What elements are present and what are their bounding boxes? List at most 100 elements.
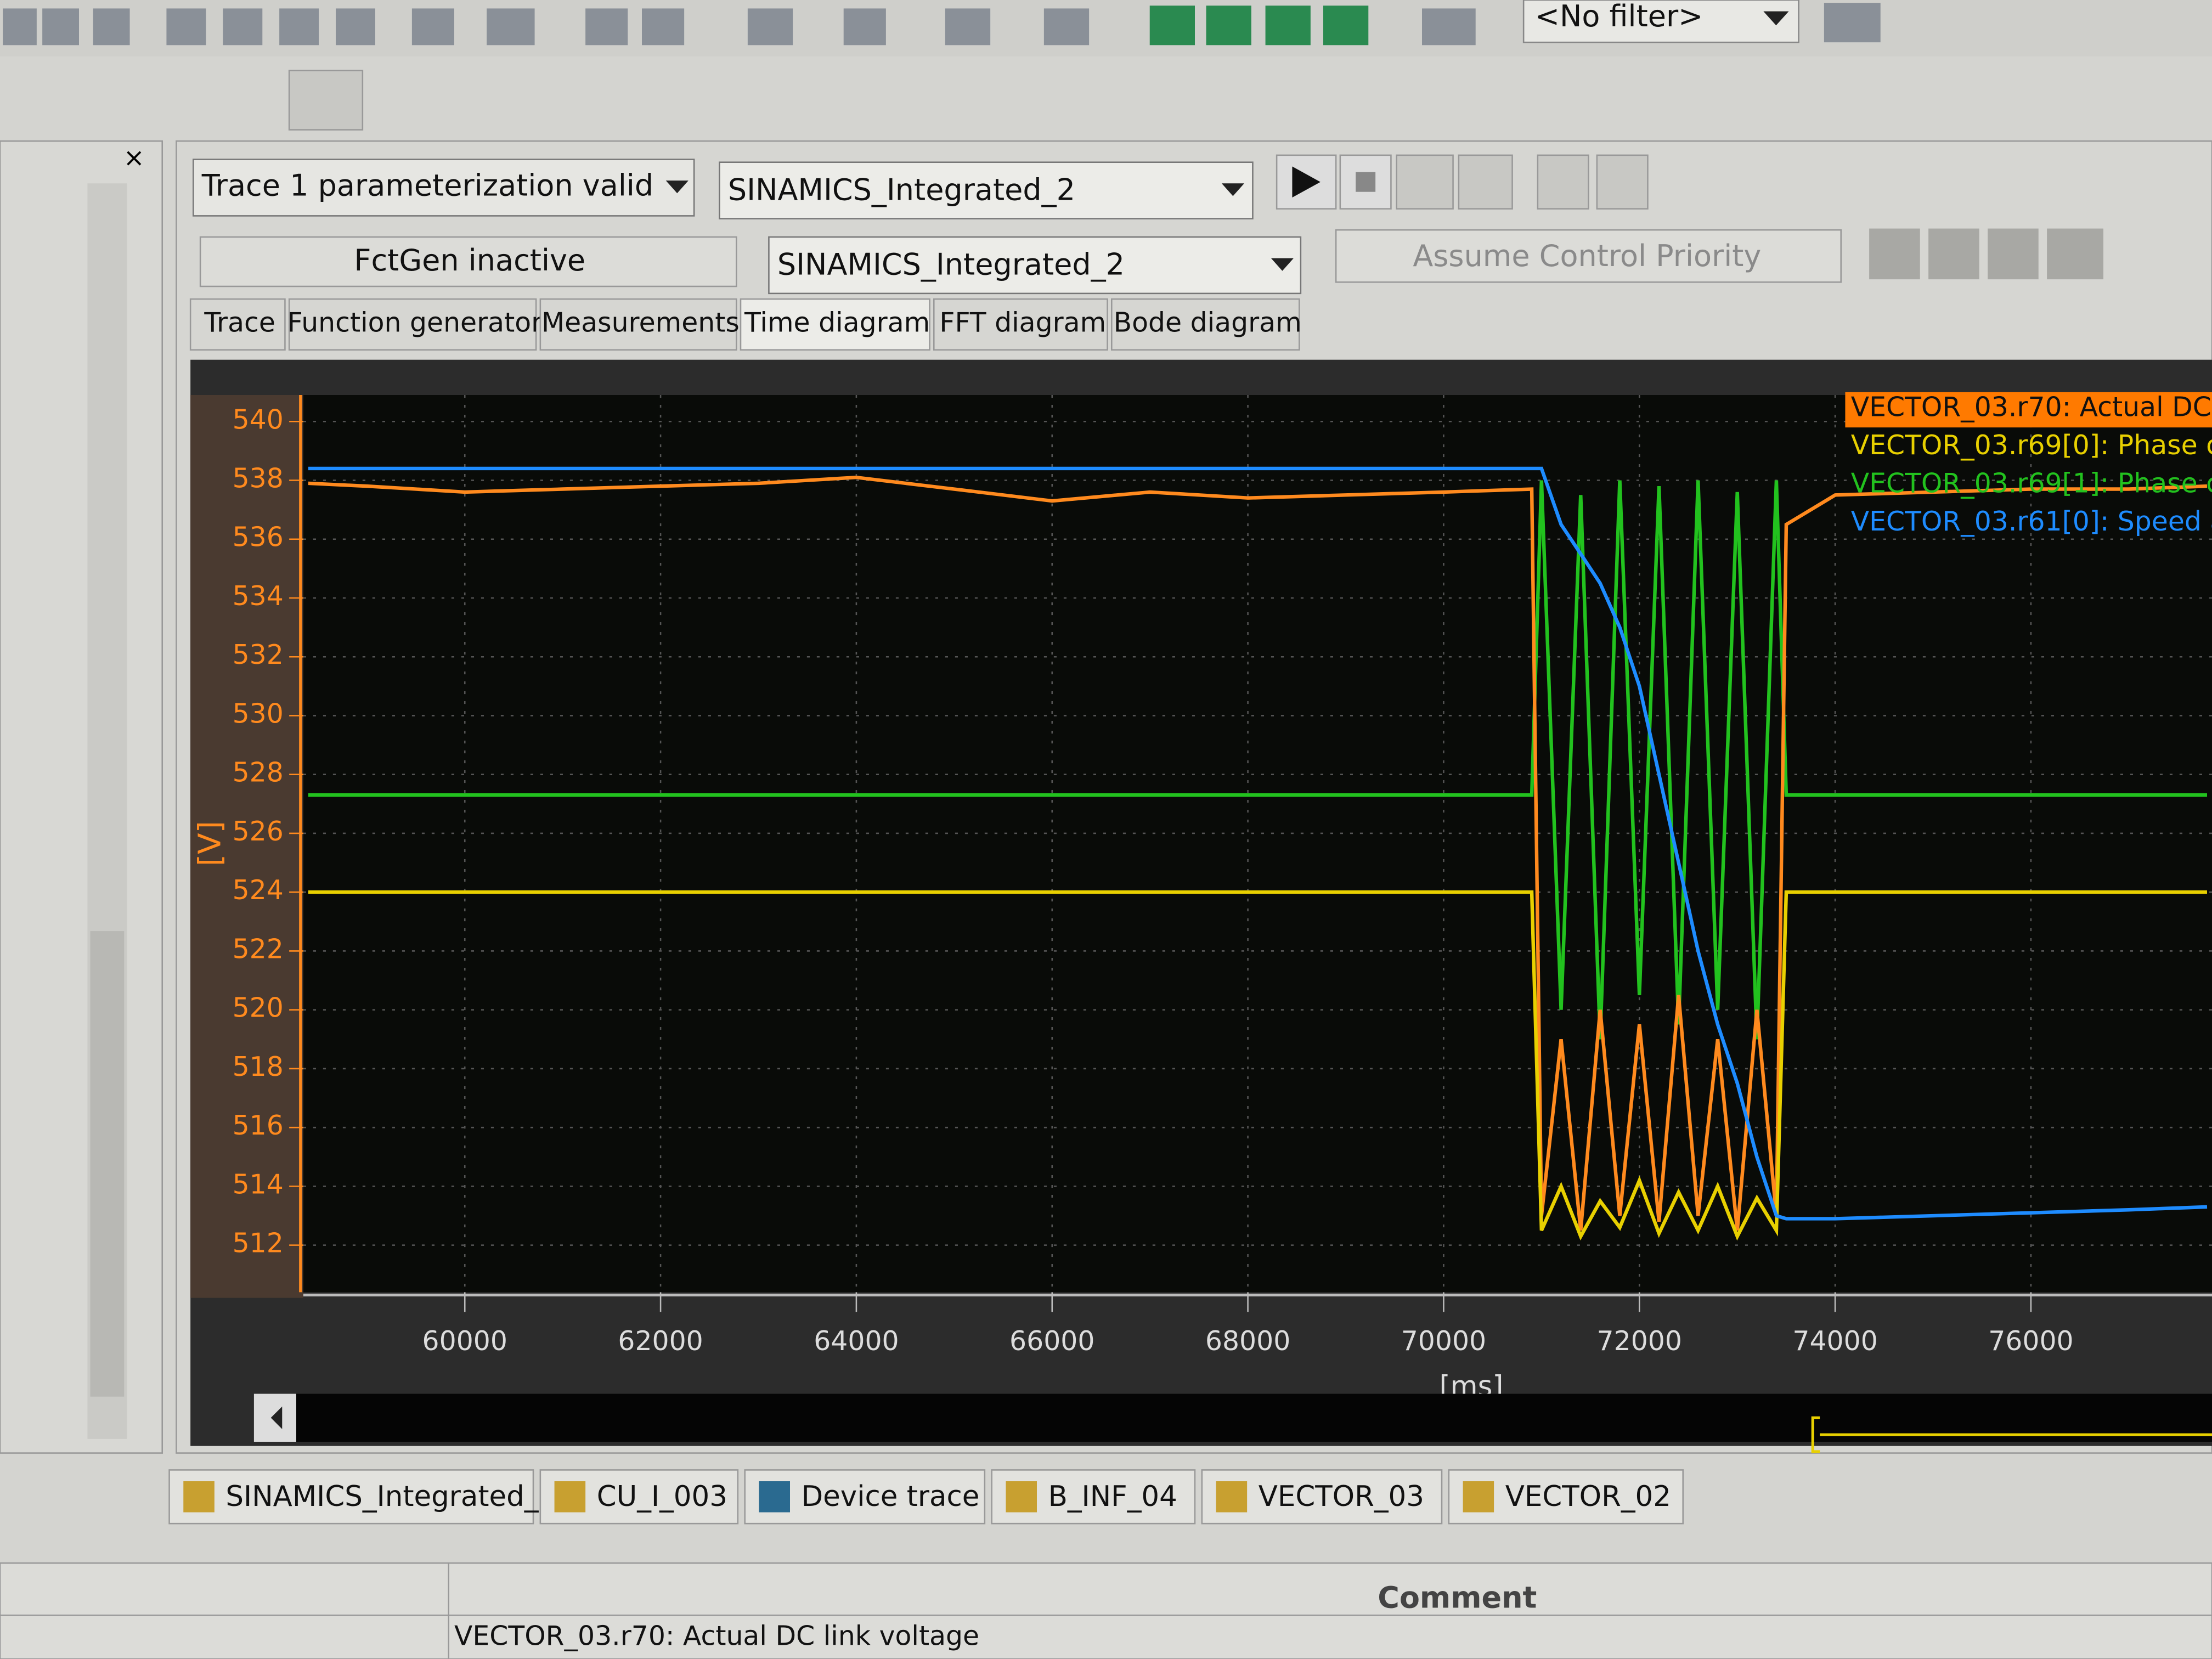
project-tab-label: VECTOR_03	[1259, 1480, 1424, 1513]
tab[interactable]	[189, 298, 286, 351]
tab-label: Function generator	[287, 307, 543, 338]
y-tick-label: 540	[233, 404, 284, 435]
filter-text: <No filter>	[1535, 0, 1703, 33]
y-axis-panel	[190, 395, 303, 1298]
dropdown-arrow	[1221, 183, 1244, 196]
y-tick-label: 526	[233, 816, 284, 847]
tab-label: Time diagram	[744, 307, 930, 338]
scroll-cursor[interactable]	[1811, 1416, 2212, 1453]
tab[interactable]	[539, 298, 737, 351]
status-dropdown[interactable]	[193, 159, 695, 217]
y-tick-label: 538	[233, 462, 284, 494]
tab[interactable]	[933, 298, 1108, 351]
dropdown-arrow	[1763, 11, 1789, 26]
tab[interactable]	[288, 298, 537, 351]
close-icon[interactable]: ×	[123, 143, 145, 172]
x-tick-label: 74000	[1792, 1325, 1877, 1357]
project-tab-label: VECTOR_02	[1505, 1480, 1671, 1513]
x-tick-label: 62000	[618, 1325, 703, 1357]
filter-dropdown[interactable]	[1522, 0, 1799, 43]
x-tick-label: 76000	[1988, 1325, 2073, 1357]
tab-icon	[1463, 1481, 1494, 1513]
fctgen-device-dropdown[interactable]	[768, 236, 1302, 295]
left-panel-bg	[0, 140, 163, 1454]
legend-highlight	[1845, 392, 2212, 428]
x-tick-label: 72000	[1597, 1325, 1682, 1357]
tab-icon	[183, 1481, 215, 1513]
project-tab[interactable]	[168, 1469, 534, 1525]
comment-table: Comment VECTOR_03.r70: Actual DC link vo…	[0, 1562, 2212, 1659]
button[interactable]	[1596, 154, 1649, 210]
priority-button[interactable]	[1335, 229, 1842, 283]
project-tab-label: SINAMICS_Integrated_2	[225, 1480, 556, 1513]
tab-icon	[1216, 1481, 1248, 1513]
tab-label: Bode diagram	[1114, 307, 1302, 338]
x-tick-label: 66000	[1009, 1325, 1094, 1357]
legend-label[interactable]: VECTOR_03.r61[0]: Speed a	[1851, 506, 2212, 537]
fctgen-text: FctGen inactive	[354, 243, 585, 278]
trace-line	[308, 890, 2208, 1241]
plot-area	[303, 395, 2212, 1293]
priority-text: Assume Control Priority	[1413, 239, 1761, 273]
x-tick-label: 70000	[1401, 1325, 1486, 1357]
tab-icon	[554, 1481, 586, 1513]
y-tick-label: 514	[233, 1169, 284, 1200]
comment-cell: VECTOR_03.r70: Actual DC link voltage	[454, 1620, 979, 1651]
button[interactable]	[1537, 154, 1589, 210]
tab[interactable]	[740, 298, 930, 351]
device-dropdown[interactable]	[719, 161, 1254, 219]
project-tab-label: Device trace	[802, 1480, 980, 1513]
x-tick-label: 64000	[814, 1325, 899, 1357]
legend-label[interactable]: VECTOR_03.r69[0]: Phase c	[1851, 430, 2212, 461]
project-tabs: SINAMICS_Integrated_2 CU_I_003 Device trac…	[168, 1469, 1684, 1525]
y-tick-label: 516	[233, 1110, 284, 1141]
trace-line	[308, 466, 2208, 1221]
y-tick-label: 532	[233, 639, 284, 670]
legend: VECTOR_03.r70: Actual DC VECTOR_03.r69[0]…	[1845, 392, 2212, 537]
legend-label[interactable]: VECTOR_03.r69[1]: Phase c	[1851, 468, 2212, 499]
project-tab-label: CU_I_003	[597, 1480, 727, 1513]
y-tick-label: 536	[233, 522, 284, 553]
tab-icon	[759, 1481, 790, 1513]
tab-label: Trace	[204, 307, 275, 338]
fctgen-device-text: SINAMICS_Integrated_2	[777, 247, 1125, 282]
fctgen-status	[199, 236, 737, 287]
project-tab-label: B_INF_04	[1048, 1480, 1177, 1513]
tab-label: FFT diagram	[939, 307, 1106, 338]
toolbar-icons	[3, 3, 1881, 46]
column-header: Comment	[1378, 1581, 1537, 1615]
y-tick-label: 518	[233, 1051, 284, 1082]
y-tick-label: 534	[233, 580, 284, 612]
table-bg	[0, 1562, 2212, 1659]
axes: 512 514 516 518 520 522 524 526 528 530 532 534 536 5…	[233, 404, 2074, 1357]
trace-controls	[1276, 154, 1649, 210]
tab-icon	[1006, 1481, 1037, 1513]
grid	[303, 395, 2212, 1293]
x-tick-label: 68000	[1205, 1325, 1290, 1357]
toolbar: <No filter>	[0, 0, 2212, 131]
fctgen-controls	[1869, 228, 2103, 280]
tab[interactable]	[1111, 298, 1300, 351]
dropdown-arrow	[665, 180, 689, 194]
y-tick-label: 520	[233, 992, 284, 1024]
trace-panel: Trace 1 parameterization valid SINAMICS_…	[176, 140, 2212, 1454]
trace-line	[308, 475, 2208, 1231]
toolbar-button[interactable]	[288, 70, 364, 131]
y-axis-label: [V]	[191, 821, 228, 866]
y-tick-label: 522	[233, 933, 284, 964]
legend-label[interactable]: VECTOR_03.r70: Actual DC	[1851, 392, 2211, 423]
x-tick-label: 60000	[422, 1325, 507, 1357]
y-tick-label: 524	[233, 874, 284, 906]
status-text: Trace 1 parameterization valid	[201, 168, 653, 203]
y-tick-label: 512	[233, 1228, 284, 1259]
button[interactable]	[1396, 154, 1454, 210]
scroll-thumb[interactable]	[90, 931, 125, 1397]
y-tick-label: 528	[233, 757, 284, 788]
trace-lines	[308, 466, 2208, 1241]
dropdown-arrow	[1271, 258, 1294, 271]
tab-label: Measurements	[541, 307, 740, 338]
left-panel: ×	[0, 140, 163, 1454]
button[interactable]	[1458, 154, 1513, 210]
device-text: SINAMICS_Integrated_2	[728, 172, 1075, 207]
